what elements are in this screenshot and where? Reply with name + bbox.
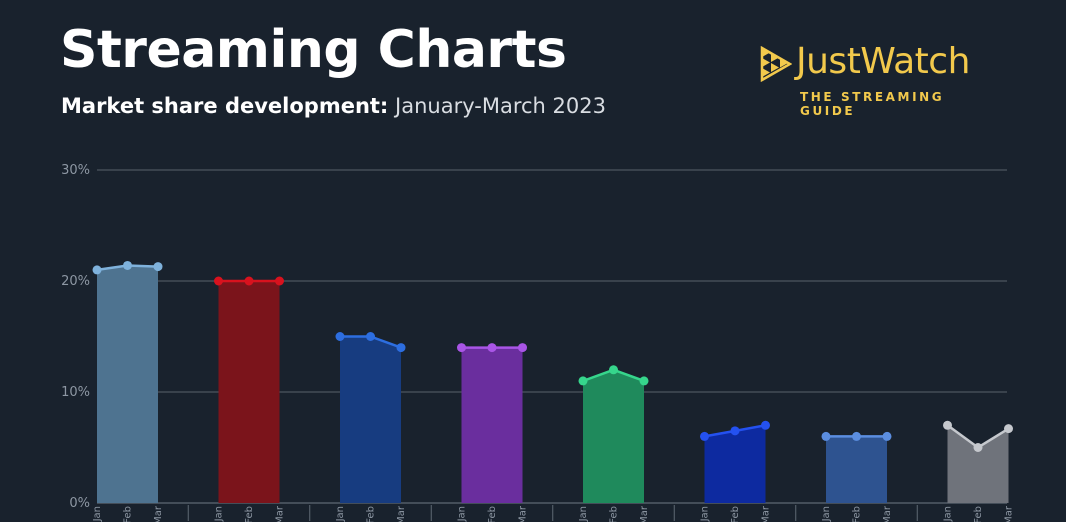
data-point: [92, 265, 102, 275]
data-point: [609, 365, 618, 375]
brand-tagline: THE STREAMING GUIDE: [800, 90, 945, 118]
data-point: [275, 276, 284, 286]
data-point: [761, 420, 770, 430]
data-point: [821, 431, 831, 441]
subtitle-label: Market share development:: [61, 94, 389, 118]
series-area: [97, 265, 158, 503]
month-label: Mar: [396, 505, 407, 522]
month-label: Jan: [214, 506, 225, 522]
month-label: Mar: [153, 505, 164, 522]
month-label: Jan: [821, 506, 832, 522]
series-area: [947, 425, 1009, 503]
month-label: Feb: [123, 506, 134, 522]
data-point: [518, 343, 527, 353]
month-label: Jan: [457, 506, 468, 522]
month-label: Jan: [335, 506, 346, 522]
justwatch-logo: JustWatch THE STREAMING GUIDE: [760, 41, 1000, 118]
series-area: [826, 436, 887, 503]
data-point: [366, 332, 375, 341]
series-area: [218, 281, 280, 503]
series-area: [583, 369, 644, 503]
y-tick-label: 30%: [61, 163, 90, 178]
month-label: Mar: [1004, 505, 1015, 522]
chart-subtitle: Market share development: January-March …: [61, 94, 606, 119]
month-label: Feb: [973, 506, 984, 522]
data-point: [396, 343, 406, 353]
data-point: [123, 260, 132, 270]
data-point: [214, 276, 223, 286]
data-point: [487, 343, 497, 353]
series-area: [461, 347, 523, 503]
month-label: Feb: [852, 506, 863, 522]
play-triangles-icon: [760, 46, 792, 82]
month-label: Jan: [700, 506, 711, 522]
y-tick-label: 20%: [61, 274, 90, 289]
month-label: Mar: [639, 505, 650, 522]
chart-title: Streaming Charts: [60, 20, 567, 80]
y-tick-label: 10%: [61, 385, 90, 400]
data-point: [700, 431, 709, 441]
data-point: [244, 276, 254, 286]
y-tick-label: 0%: [69, 496, 90, 511]
data-point: [730, 426, 740, 436]
data-point: [943, 420, 952, 430]
month-label: Mar: [761, 505, 772, 522]
month-label: Jan: [578, 506, 589, 522]
data-point: [882, 431, 892, 441]
subtitle-period: January-March 2023: [395, 94, 606, 118]
month-label: Feb: [487, 506, 498, 522]
month-label: Mar: [275, 505, 286, 522]
data-point: [1004, 424, 1013, 434]
data-point: [578, 376, 588, 386]
month-label: Feb: [730, 506, 741, 522]
month-label: Mar: [518, 505, 529, 522]
month-label: Feb: [609, 506, 620, 522]
month-label: Jan: [92, 506, 103, 522]
data-point: [457, 343, 466, 353]
data-point: [153, 262, 163, 272]
month-label: Feb: [244, 506, 255, 522]
series-area: [704, 425, 766, 503]
brand-name: JustWatch: [796, 41, 970, 82]
data-point: [973, 443, 983, 452]
data-point: [639, 376, 649, 386]
data-point: [335, 332, 345, 341]
month-label: Mar: [882, 505, 893, 522]
series-area: [340, 336, 401, 503]
data-point: [852, 431, 861, 441]
month-label: Jan: [943, 506, 954, 522]
month-label: Feb: [366, 506, 377, 522]
